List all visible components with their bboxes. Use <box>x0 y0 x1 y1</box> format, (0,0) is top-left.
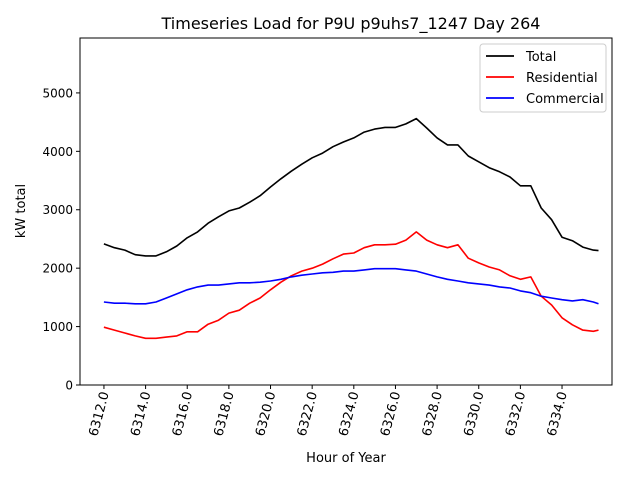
legend-label-residential: Residential <box>526 71 598 86</box>
plot-frame <box>79 37 613 386</box>
y-tick-label: 4000 <box>42 145 73 159</box>
x-tick-label: 6322.0 <box>295 390 321 438</box>
x-tick-label: 6312.0 <box>87 390 113 438</box>
y-axis-label: kW total <box>14 184 29 238</box>
x-tick-label: 6330.0 <box>461 390 487 438</box>
x-axis-label: Hour of Year <box>306 451 386 466</box>
series-lines <box>103 117 599 340</box>
series-line-residential <box>103 231 599 340</box>
y-axis: 0 1000 2000 3000 4000 5000 <box>42 86 80 393</box>
y-tick-label: 2000 <box>42 262 73 276</box>
legend-box <box>479 43 607 113</box>
y-tick-label: 1000 <box>42 320 73 334</box>
x-tick-label: 6328.0 <box>420 390 446 438</box>
x-tick-label: 6334.0 <box>545 390 571 438</box>
x-tick-label: 6320.0 <box>253 390 279 438</box>
x-tick-label: 6316.0 <box>170 390 196 438</box>
series-line-commercial <box>103 267 599 305</box>
x-tick-label: 6314.0 <box>128 390 154 438</box>
x-tick-label: 6324.0 <box>336 390 362 438</box>
chart-title: Timeseries Load for P9U p9uhs7_1247 Day … <box>161 14 541 34</box>
x-tick-label: 6326.0 <box>378 390 404 438</box>
x-axis: 6312.0 6314.0 6316.0 6318.0 6320.0 6322.0 6324… <box>87 385 571 438</box>
legend-label-commercial: Commercial <box>526 92 604 107</box>
legend: Total Residential Commercial <box>479 43 607 113</box>
y-tick-label: 3000 <box>42 203 73 217</box>
x-tick-label: 6332.0 <box>503 390 529 438</box>
y-tick-label: 0 <box>65 379 73 393</box>
series-line-total <box>103 117 599 257</box>
x-tick-label: 6318.0 <box>211 390 237 438</box>
y-tick-label: 5000 <box>42 86 73 100</box>
legend-label-total: Total <box>525 50 556 65</box>
